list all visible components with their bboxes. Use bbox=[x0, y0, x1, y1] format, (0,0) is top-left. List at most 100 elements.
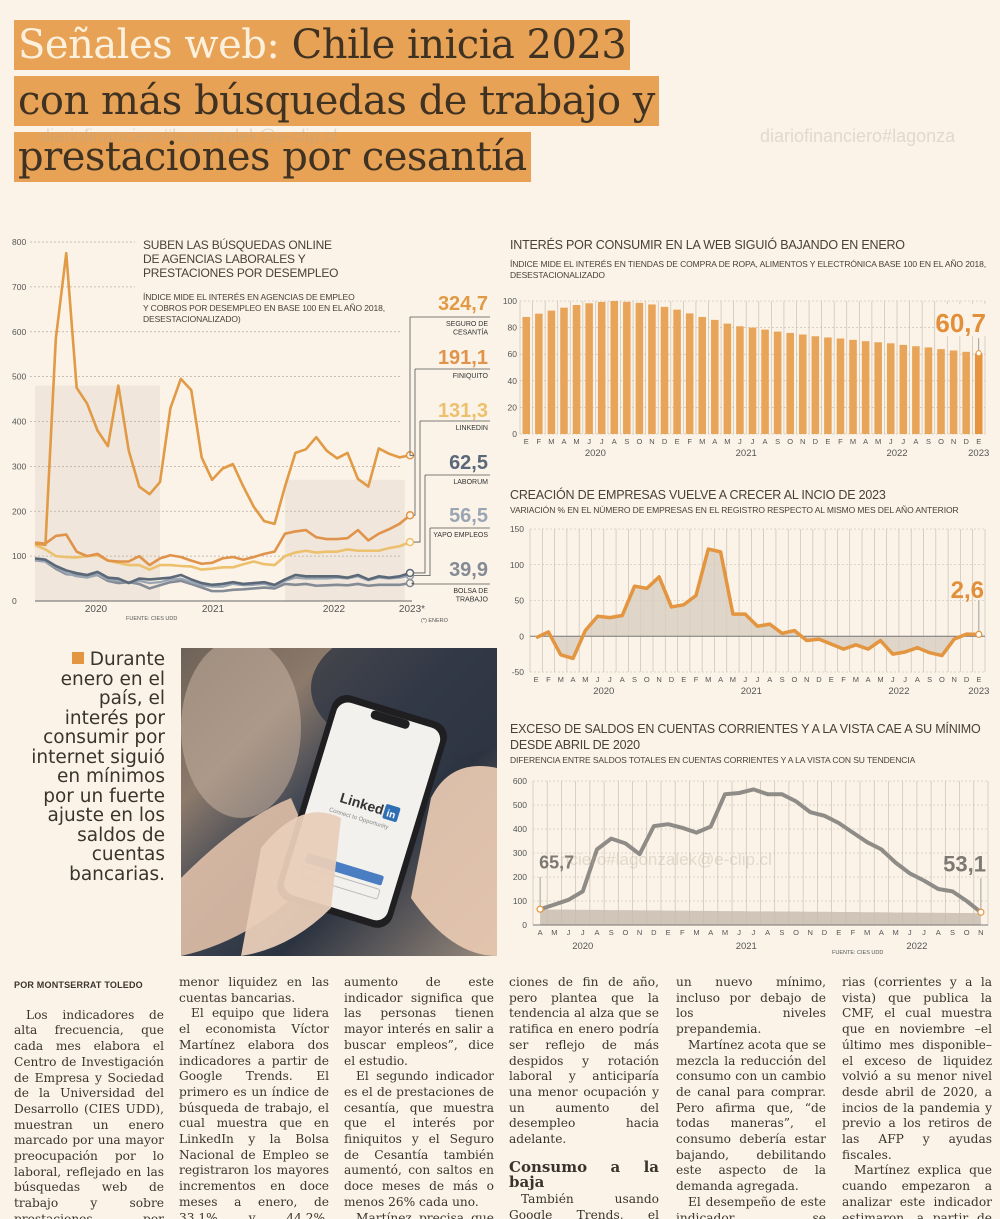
x-tick-label: M bbox=[548, 437, 554, 446]
bar bbox=[849, 339, 857, 434]
x-tick-label: A bbox=[612, 437, 617, 446]
end-marker bbox=[975, 630, 983, 638]
callout-connector bbox=[411, 582, 414, 584]
callout-connector bbox=[414, 369, 416, 516]
series-value-label: 39,9 bbox=[449, 559, 488, 581]
x-tick-label: J bbox=[751, 437, 755, 446]
x-tick-label: N bbox=[800, 437, 805, 446]
chart-saldos-title: EXCESO DE SALDOS EN CUENTAS CORRIENTES Y… bbox=[510, 721, 981, 753]
callout-connector bbox=[414, 421, 421, 543]
x-tick-label: M bbox=[724, 437, 730, 446]
y-tick-label: 0 bbox=[519, 631, 524, 641]
series-end-marker bbox=[405, 510, 415, 520]
x-tick-label: A bbox=[712, 437, 717, 446]
title-line: DE AGENCIAS LABORALES Y bbox=[143, 252, 306, 266]
year-label: 2022 bbox=[906, 941, 927, 952]
photo-illustration: Linked in Connect to Opportunity bbox=[181, 648, 497, 956]
series-value-label: 324,7 bbox=[438, 293, 488, 315]
x-tick-label: M bbox=[892, 928, 898, 937]
chart-busquedas-svg: 0 100 200 300 400 500 600 700 800 2020 2021 2022 202… bbox=[12, 237, 490, 624]
series-name-label: TRABAJO bbox=[456, 597, 489, 604]
x-tick-label: O bbox=[636, 437, 642, 446]
x-tick-label: E bbox=[829, 675, 834, 684]
x-tick-label: O bbox=[644, 675, 650, 684]
paragraph: Martínez explica que cuando empezaron a … bbox=[842, 1163, 992, 1219]
byline: POR MONTSERRAT TOLEDO bbox=[14, 980, 143, 990]
x-tick-label: J bbox=[756, 675, 760, 684]
x-tick-label: E bbox=[976, 675, 981, 684]
x-tick-label: M bbox=[850, 437, 856, 446]
bar bbox=[912, 346, 920, 434]
subtitle-line: DESESTACIONALIZADO bbox=[510, 270, 605, 280]
paragraph: Martínez acota que se mezcla la reducció… bbox=[676, 1037, 826, 1194]
y-tick-label: 800 bbox=[12, 237, 26, 247]
x-tick-label: A bbox=[561, 437, 566, 446]
x-tick-label: M bbox=[573, 437, 579, 446]
series-name-label: CESANTÍA bbox=[453, 328, 488, 337]
x-tick-label: J bbox=[608, 675, 612, 684]
x-tick-label: A bbox=[538, 928, 543, 937]
x-tick-label: J bbox=[567, 928, 571, 937]
y-tick-label: 500 bbox=[12, 372, 26, 382]
x-tick-label: S bbox=[632, 675, 637, 684]
subtitle-line: DESESTACIONALIZADO) bbox=[143, 314, 241, 324]
headline-line-2: con más búsquedas de trabajo y bbox=[14, 76, 659, 126]
y-tick-label: 700 bbox=[12, 282, 26, 292]
x-tick-label: A bbox=[915, 675, 920, 684]
x-tick-label: D bbox=[822, 928, 828, 937]
year-label: 2021 bbox=[736, 941, 757, 952]
x-tick-label: F bbox=[694, 675, 699, 684]
x-tick-label: F bbox=[680, 928, 685, 937]
bar bbox=[597, 301, 606, 434]
last-value-label: 2,6 bbox=[951, 577, 984, 604]
last-value-label: 60,7 bbox=[935, 308, 986, 338]
x-tick-label: D bbox=[669, 675, 675, 684]
paragraph: El segundo indicador es el de prestacion… bbox=[344, 1069, 494, 1209]
x-tick-label: J bbox=[752, 928, 756, 937]
x-tick-label: F bbox=[841, 675, 846, 684]
y-tick-label: 100 bbox=[12, 551, 26, 561]
chart-empresas-title: CREACIÓN DE EMPRESAS VUELVE A CRECER AL … bbox=[510, 488, 886, 502]
watermark: diariofinanciero#lagonzalek@e-clip.cl bbox=[40, 126, 338, 146]
year-label: 2022 bbox=[886, 448, 907, 459]
footnote-label: (*) ENERO bbox=[421, 618, 449, 624]
x-tick-label: O bbox=[964, 928, 970, 937]
first-value-label: 65,7 bbox=[539, 853, 574, 873]
series-value-label: 56,5 bbox=[449, 505, 488, 527]
bar bbox=[836, 338, 845, 434]
x-tick-label: D bbox=[651, 928, 657, 937]
chart-consumo-subtitle: ÍNDICE MIDE EL INTERÉS EN TIENDAS DE COM… bbox=[510, 259, 986, 281]
x-tick-label: E bbox=[681, 675, 686, 684]
x-tick-label: J bbox=[581, 928, 585, 937]
bar bbox=[924, 347, 933, 434]
x-tick-label: M bbox=[699, 437, 705, 446]
x-tick-label: D bbox=[813, 437, 819, 446]
x-tick-label: O bbox=[791, 675, 797, 684]
series-name-label: LINKEDIN bbox=[456, 425, 488, 432]
headline-line-3: prestaciones por cesantía bbox=[14, 132, 531, 182]
bar bbox=[886, 343, 895, 434]
trend-area bbox=[540, 909, 981, 925]
chart-busquedas-title: SUBEN LAS BÚSQUEDAS ONLINE DE AGENCIAS L… bbox=[143, 238, 338, 280]
x-tick-label: S bbox=[624, 437, 629, 446]
bar bbox=[585, 303, 593, 434]
bar bbox=[949, 350, 958, 434]
series-line bbox=[535, 547, 979, 661]
x-tick-label: D bbox=[662, 437, 668, 446]
x-tick-label: J bbox=[903, 675, 907, 684]
y-tick-label: 40 bbox=[508, 376, 518, 386]
x-tick-label: M bbox=[582, 675, 588, 684]
year-label: 2020 bbox=[585, 448, 606, 459]
series-end-marker bbox=[405, 537, 415, 547]
article-col-3: aumento de este indicador significa que … bbox=[344, 975, 494, 1219]
bar bbox=[899, 344, 908, 434]
chart-saldos-subtitle: DIFERENCIA ENTRE SALDOS TOTALES EN CUENT… bbox=[510, 755, 916, 765]
x-tick-label: 2022 bbox=[323, 604, 346, 615]
x-tick-label: A bbox=[708, 928, 713, 937]
paragraph: ciones de fin de año, pero plantea que l… bbox=[509, 975, 659, 1147]
y-tick-label: 200 bbox=[12, 506, 26, 516]
x-tick-label: S bbox=[780, 675, 785, 684]
bar bbox=[535, 313, 543, 434]
